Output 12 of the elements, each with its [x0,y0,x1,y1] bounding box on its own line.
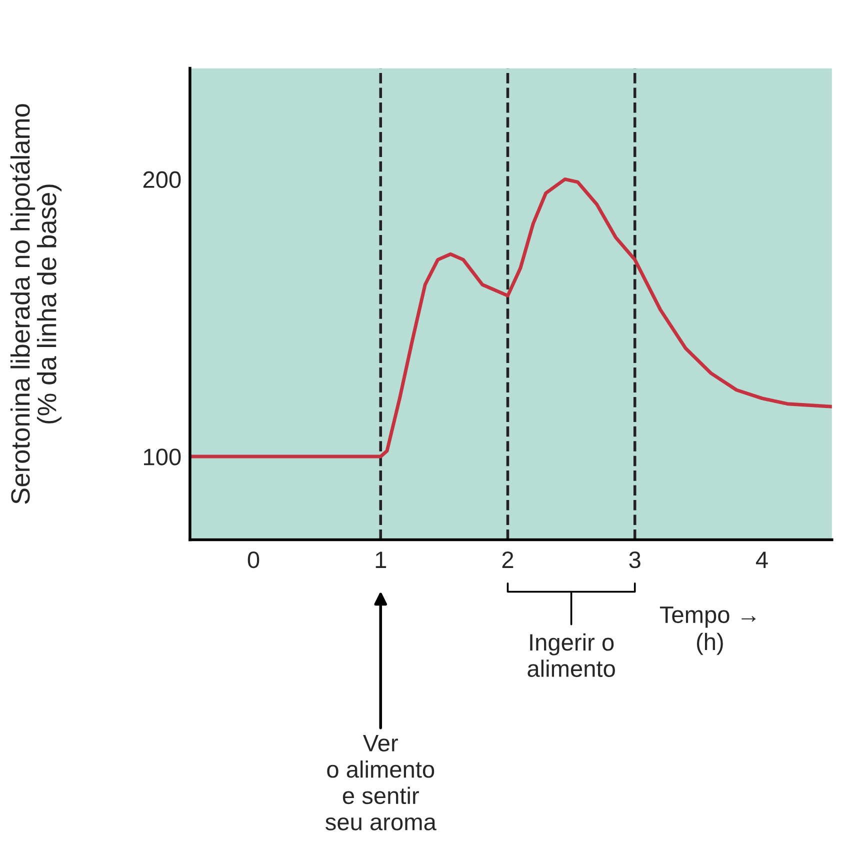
x-tick-label: 1 [376,552,386,568]
y-tick-label: 100 [144,448,181,466]
text: Ingerir o alimento [528,633,615,678]
x-tick-label: 2 [502,551,514,568]
y-tick-label: 200 [143,171,181,188]
x-tick-label: 4 [756,552,768,568]
x-axis-title: Tempo → (h) [660,606,756,655]
y-axis-title: Serotonina liberada no hipotálamo (% da linha de base) [10,104,62,504]
text: Ver o alimento e sentir seu aroma [326,735,436,830]
x-tick-label: 0 [248,551,260,568]
line-series [190,178,832,458]
x-tick-label: 3 [629,551,640,568]
